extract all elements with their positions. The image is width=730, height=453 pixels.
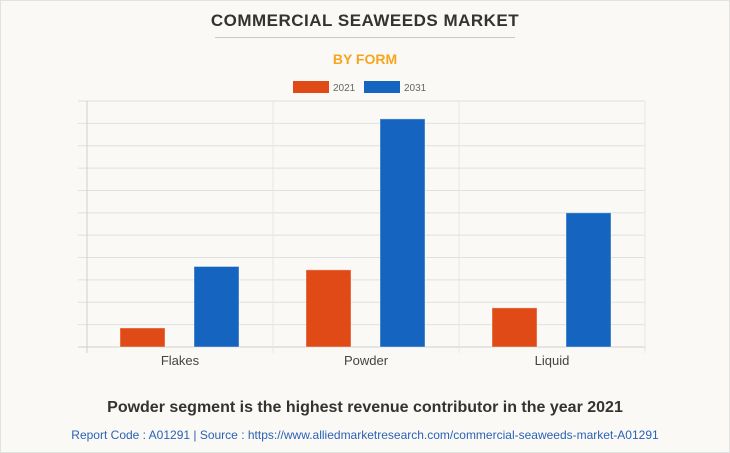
bar-flakes-2031 — [193, 265, 240, 348]
bar-powder-2021 — [305, 269, 352, 348]
bar-liquid-2031 — [565, 212, 612, 348]
x-tick-label: Powder — [344, 353, 389, 368]
bar-powder-2031 — [379, 118, 426, 348]
legend-label: 2021 — [333, 83, 356, 94]
title-divider — [215, 37, 515, 38]
chart-caption: Powder segment is the highest revenue co… — [107, 399, 623, 416]
source-link[interactable]: Report Code : A01291 | Source : https://… — [71, 428, 659, 442]
chart-title: COMMERCIAL SEAWEEDS MARKET — [210, 11, 520, 30]
legend-swatch-2031 — [364, 81, 400, 93]
legend-swatch-2021 — [293, 81, 329, 93]
bar-liquid-2021 — [491, 307, 538, 348]
chart-subtitle: BY FORM — [332, 51, 398, 67]
legend-label: 2031 — [404, 83, 427, 94]
x-tick-label: Liquid — [535, 353, 570, 368]
bar-flakes-2021 — [119, 327, 166, 348]
x-tick-label: Flakes — [161, 353, 200, 368]
